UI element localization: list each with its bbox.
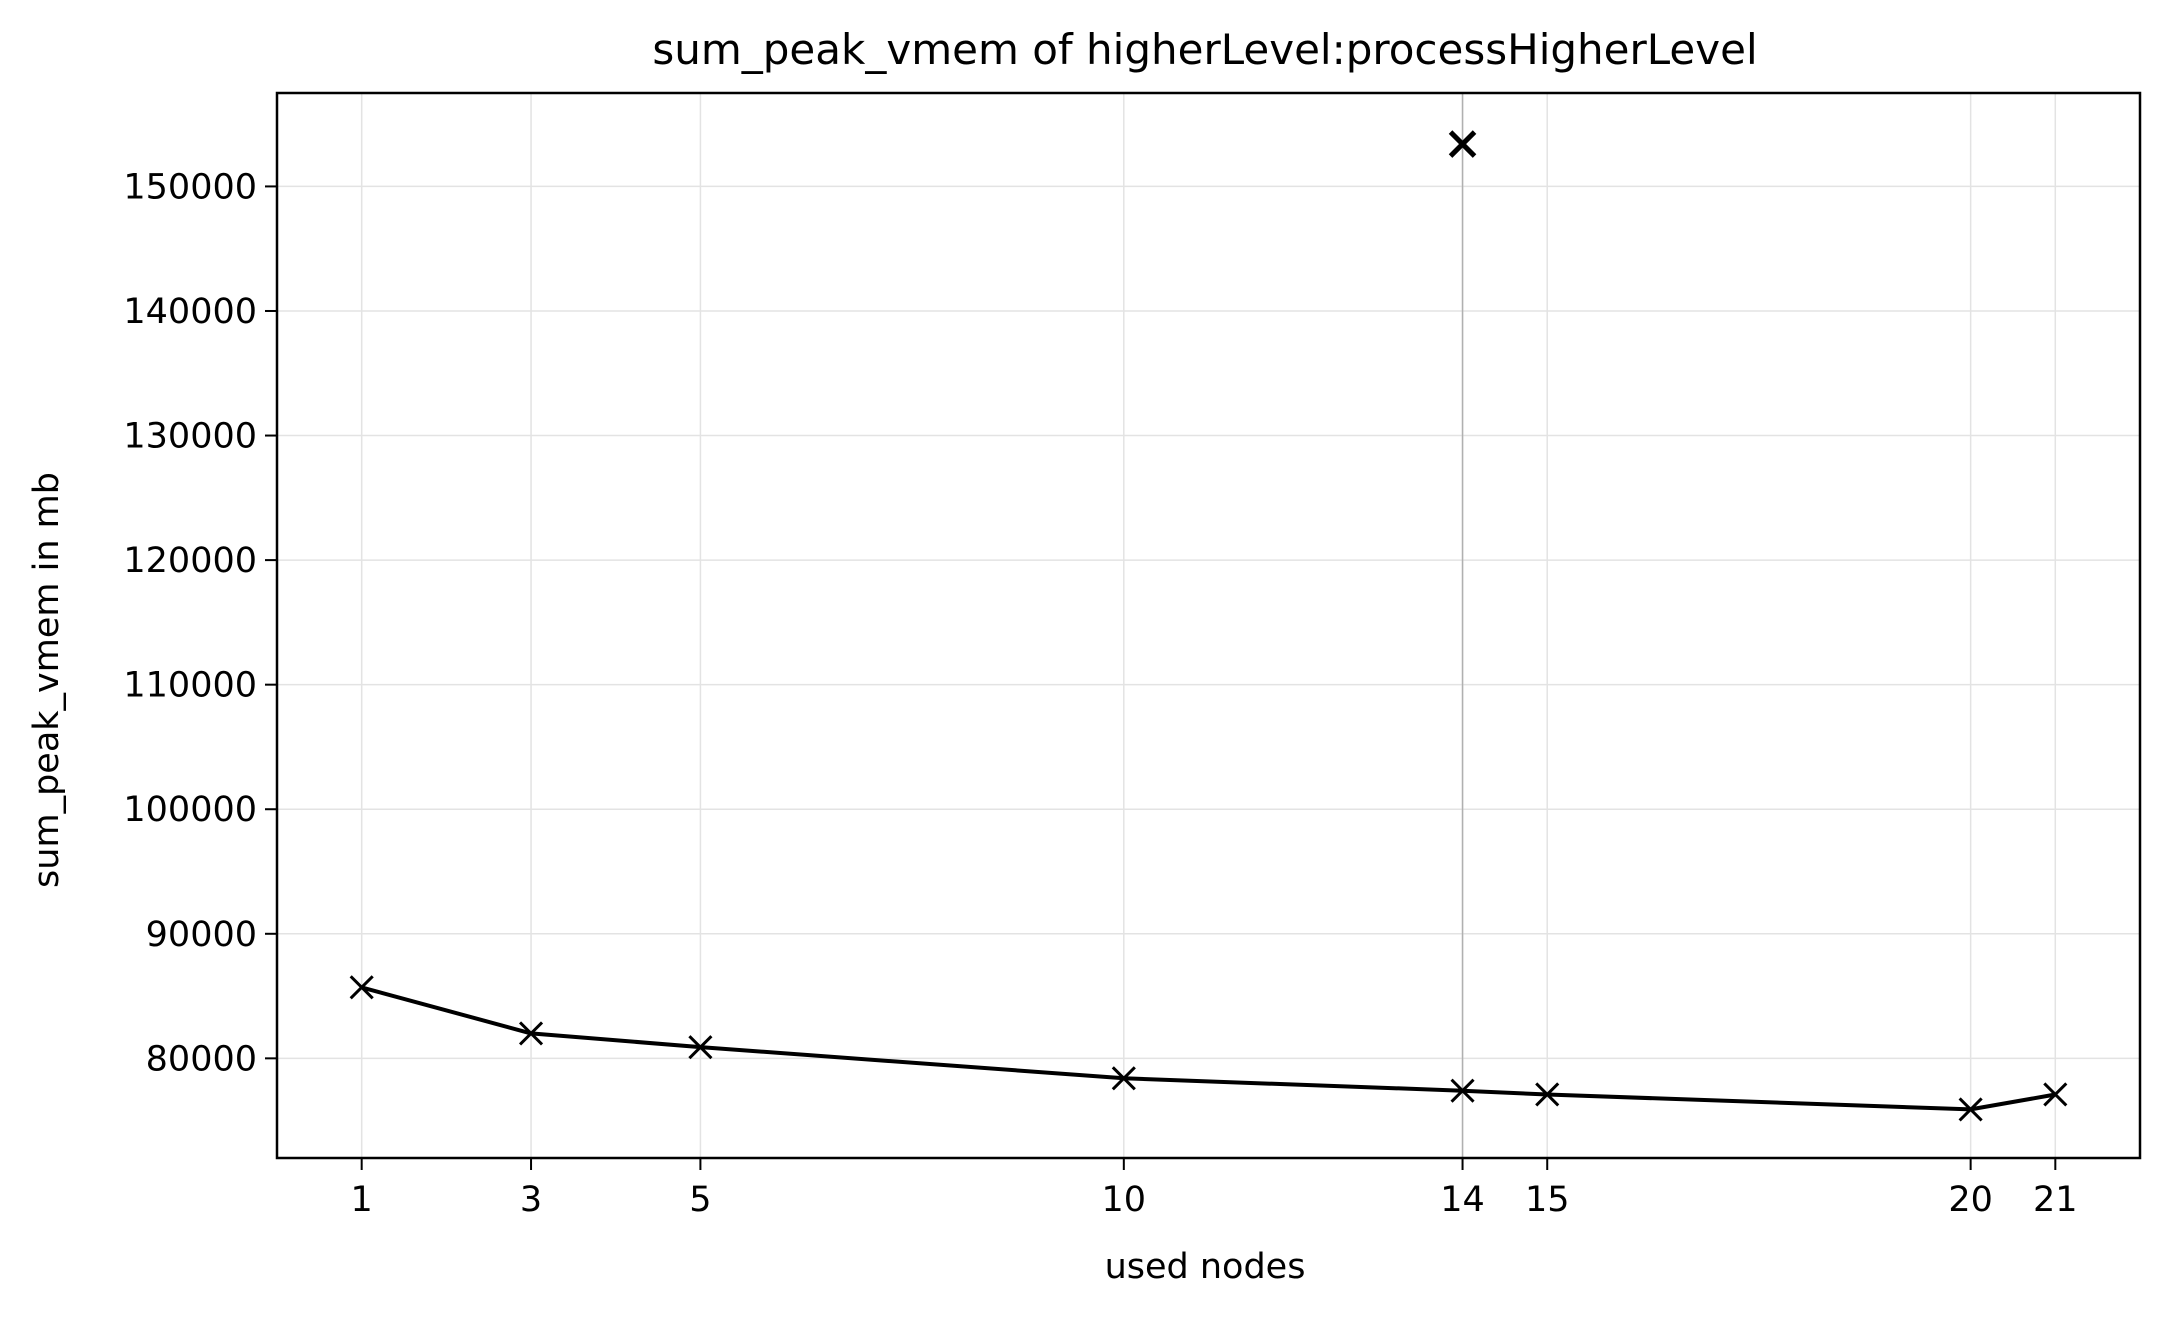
y-tick-label: 100000 [123,790,257,830]
y-tick-label: 80000 [146,1039,257,1079]
data-point-marker [1450,1078,1475,1103]
highlight-point-marker [1448,130,1477,158]
chart-title: sum_peak_vmem of higherLevel:processHigh… [652,25,1757,74]
x-tick-label: 14 [1440,1180,1485,1220]
series-group [361,985,2056,1112]
x-tick-label: 15 [1525,1180,1570,1220]
plot-frame [275,91,2142,1160]
y-tick-label: 150000 [123,167,257,207]
y-axis-ticks: 80000 90000 100000 110000 120000 130000 140000… [123,167,277,1079]
x-tick-label: 21 [2033,1180,2078,1220]
data-point-marker [1958,1097,1983,1122]
x-axis-ticks: 1 3 5 10 14 15 20 21 [351,1158,2078,1220]
x-tick-label: 3 [520,1180,542,1220]
data-point-marker [1535,1082,1560,1107]
x-axis-label: used nodes [1105,1247,1306,1287]
y-tick-label: 90000 [146,915,257,955]
data-point-marker [2043,1082,2068,1107]
x-tick-label: 5 [689,1180,711,1220]
series-markers [349,975,2068,1122]
data-point-marker [518,1021,544,1046]
x-tick-label: 20 [1948,1180,1993,1220]
y-tick-label: 130000 [123,417,257,457]
y-tick-label: 140000 [123,292,257,332]
grid-lines [277,93,2140,1158]
series-line [361,985,2056,1112]
highlight-marker-group [1448,130,1477,158]
y-tick-label: 120000 [123,541,257,581]
data-point-marker [1111,1066,1136,1091]
x-tick-label: 1 [351,1180,373,1220]
y-axis-label: sum_peak_vmem in mb [27,472,67,888]
x-tick-label: 10 [1102,1180,1147,1220]
data-point-marker [349,975,374,1000]
y-tick-label: 110000 [123,666,257,706]
data-point-marker [688,1035,713,1060]
